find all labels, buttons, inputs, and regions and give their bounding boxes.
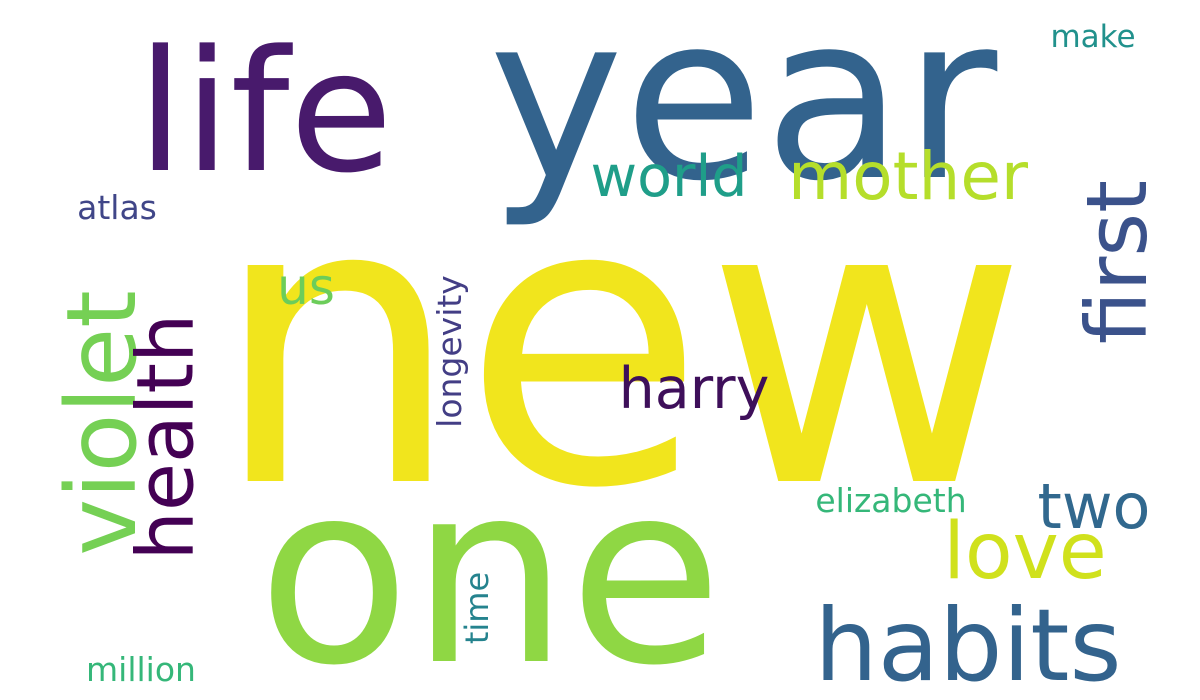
word-world: world (590, 143, 748, 210)
word-love: love (943, 507, 1107, 597)
word-million: million (86, 649, 196, 689)
word-mother: mother (787, 138, 1029, 215)
word-life: life (137, 14, 393, 210)
word-harry: harry (618, 355, 770, 422)
word-new: new (211, 114, 1029, 575)
word-one: one (257, 429, 723, 700)
word-us: us (277, 258, 335, 316)
word-elizabeth: elizabeth (815, 480, 967, 520)
word-health: health (120, 313, 211, 561)
word-make: make (1050, 18, 1136, 55)
word-two: two (1037, 470, 1151, 543)
word-atlas: atlas (77, 187, 157, 227)
word-year: year (488, 0, 998, 231)
word-first: first (1068, 179, 1166, 345)
word-time: time (457, 571, 496, 645)
word-longevity: longevity (429, 274, 469, 428)
word-habits: habits (814, 587, 1122, 700)
